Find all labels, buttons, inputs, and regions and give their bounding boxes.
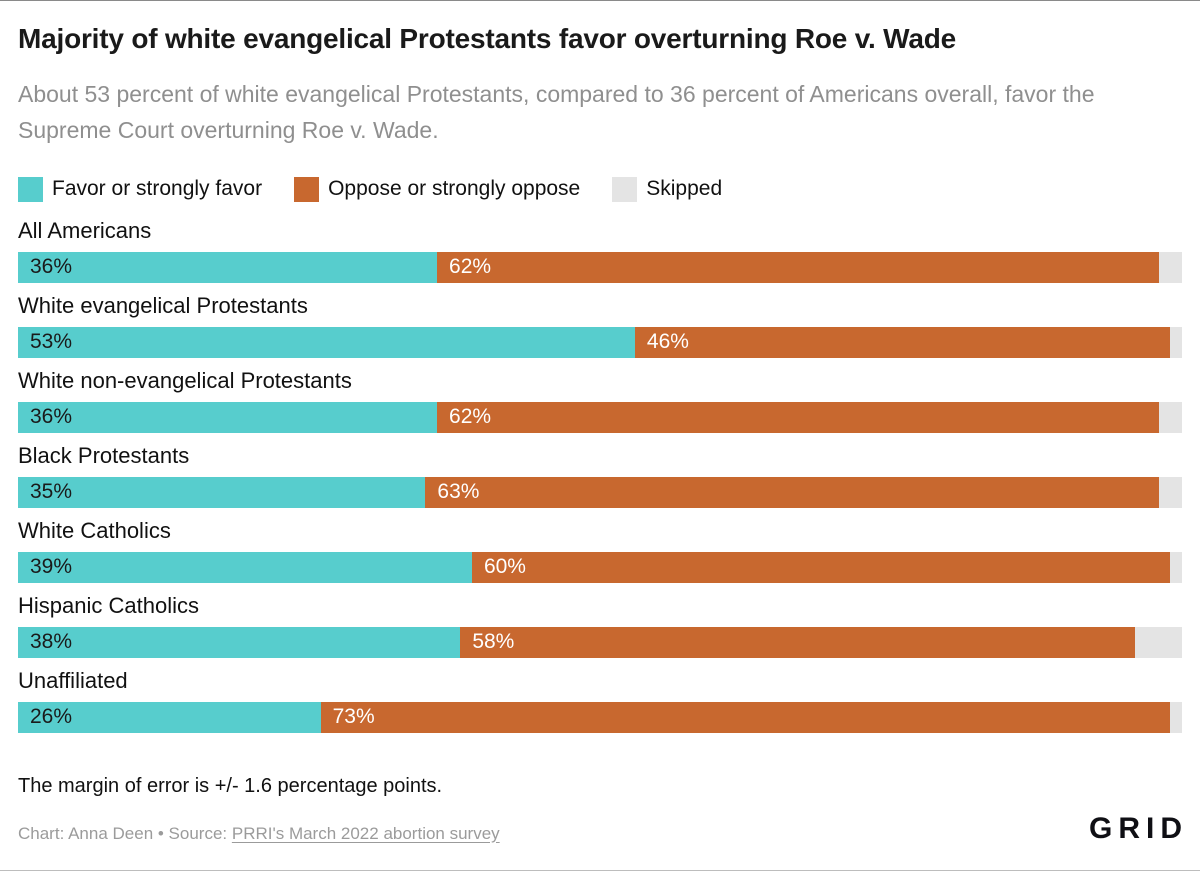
- bar-row: Unaffiliated 26% 73%: [18, 668, 1182, 733]
- stacked-bar: 36% 62%: [18, 251, 1182, 283]
- credit-prefix: Chart: Anna Deen • Source:: [18, 823, 232, 843]
- credit-line: Chart: Anna Deen • Source: PRRI's March …: [18, 824, 500, 844]
- stacked-bar: 53% 46%: [18, 326, 1182, 358]
- bar-segment-oppose: 58%: [460, 626, 1136, 658]
- segment-value-label: 38%: [30, 630, 73, 654]
- bar-segment-skipped: [1158, 476, 1182, 508]
- stacked-bar: 26% 73%: [18, 701, 1182, 733]
- legend-label-favor: Favor or strongly favor: [52, 177, 263, 201]
- source-link[interactable]: PRRI's March 2022 abortion survey: [231, 823, 500, 843]
- segment-value-label: 62%: [449, 255, 492, 279]
- segment-value-label: 73%: [332, 705, 375, 729]
- bar-row: Hispanic Catholics 38% 58%: [18, 593, 1182, 658]
- bar-segment-favor: 36%: [18, 251, 438, 283]
- bar-row: White Catholics 39% 60%: [18, 518, 1182, 583]
- legend: Favor or strongly favor Oppose or strongl…: [18, 176, 1182, 202]
- bar-segment-favor: 39%: [18, 551, 472, 583]
- category-label: White Catholics: [18, 517, 171, 543]
- bar-segment-favor: 53%: [18, 326, 635, 358]
- legend-label-oppose: Oppose or strongly oppose: [328, 177, 581, 201]
- segment-value-label: 26%: [30, 705, 73, 729]
- bar-segment-skipped: [1158, 251, 1182, 283]
- bar-segment-oppose: 60%: [471, 551, 1171, 583]
- segment-value-label: 58%: [472, 630, 515, 654]
- bar-row: White evangelical Protestants 53% 46%: [18, 293, 1182, 358]
- bar-row: White non-evangelical Protestants 36% 62%: [18, 368, 1182, 433]
- bar-row: Black Protestants 35% 63%: [18, 443, 1182, 508]
- bar-segment-favor: 26%: [18, 701, 321, 733]
- bar-segment-skipped: [1170, 326, 1182, 358]
- category-label: Unaffiliated: [18, 667, 128, 693]
- footer: Chart: Anna Deen • Source: PRRI's March …: [18, 813, 1182, 844]
- legend-item-favor: Favor or strongly favor: [18, 176, 263, 202]
- chart: All Americans 36% 62% White evangelical Pro…: [18, 218, 1182, 733]
- segment-value-label: 35%: [30, 480, 73, 504]
- segment-value-label: 53%: [30, 330, 73, 354]
- segment-value-label: 36%: [30, 255, 73, 279]
- legend-item-skipped: Skipped: [612, 176, 723, 202]
- segment-value-label: 60%: [483, 555, 526, 579]
- bar-segment-oppose: 62%: [437, 401, 1159, 433]
- bar-segment-oppose: 62%: [437, 251, 1159, 283]
- margin-of-error-note: The margin of error is +/- 1.6 percentag…: [18, 774, 443, 797]
- legend-item-oppose: Oppose or strongly oppose: [294, 176, 581, 202]
- bar-segment-favor: 35%: [18, 476, 426, 508]
- page-subtitle: About 53 percent of white evangelical Pr…: [18, 81, 1095, 144]
- bar-segment-oppose: 63%: [425, 476, 1159, 508]
- category-label: Hispanic Catholics: [18, 592, 199, 618]
- bar-segment-skipped: [1170, 551, 1182, 583]
- stacked-bar: 38% 58%: [18, 626, 1182, 658]
- bar-segment-oppose: 46%: [634, 326, 1171, 358]
- stacked-bar: 35% 63%: [18, 476, 1182, 508]
- legend-swatch-skipped: [612, 176, 638, 202]
- bar-segment-favor: 36%: [18, 401, 438, 433]
- category-label: Black Protestants: [18, 442, 190, 468]
- segment-value-label: 46%: [646, 330, 689, 354]
- category-label: White non-evangelical Protestants: [18, 367, 352, 393]
- bar-segment-skipped: [1170, 701, 1182, 733]
- legend-label-skipped: Skipped: [646, 177, 723, 201]
- stacked-bar: 36% 62%: [18, 401, 1182, 433]
- category-label: All Americans: [18, 217, 152, 243]
- stacked-bar: 39% 60%: [18, 551, 1182, 583]
- bar-segment-favor: 38%: [18, 626, 461, 658]
- legend-swatch-oppose: [294, 176, 320, 202]
- segment-value-label: 63%: [437, 480, 480, 504]
- legend-swatch-favor: [18, 176, 43, 202]
- segment-value-label: 62%: [449, 405, 492, 429]
- bar-segment-oppose: 73%: [320, 701, 1171, 733]
- category-label: White evangelical Protestants: [18, 292, 308, 318]
- segment-value-label: 39%: [30, 555, 73, 579]
- page-title: Majority of white evangelical Protestant…: [18, 23, 957, 54]
- bar-row: All Americans 36% 62%: [18, 218, 1182, 283]
- grid-logo: GRID: [1089, 811, 1188, 845]
- bar-segment-skipped: [1135, 626, 1182, 658]
- bar-segment-skipped: [1158, 401, 1182, 433]
- segment-value-label: 36%: [30, 405, 73, 429]
